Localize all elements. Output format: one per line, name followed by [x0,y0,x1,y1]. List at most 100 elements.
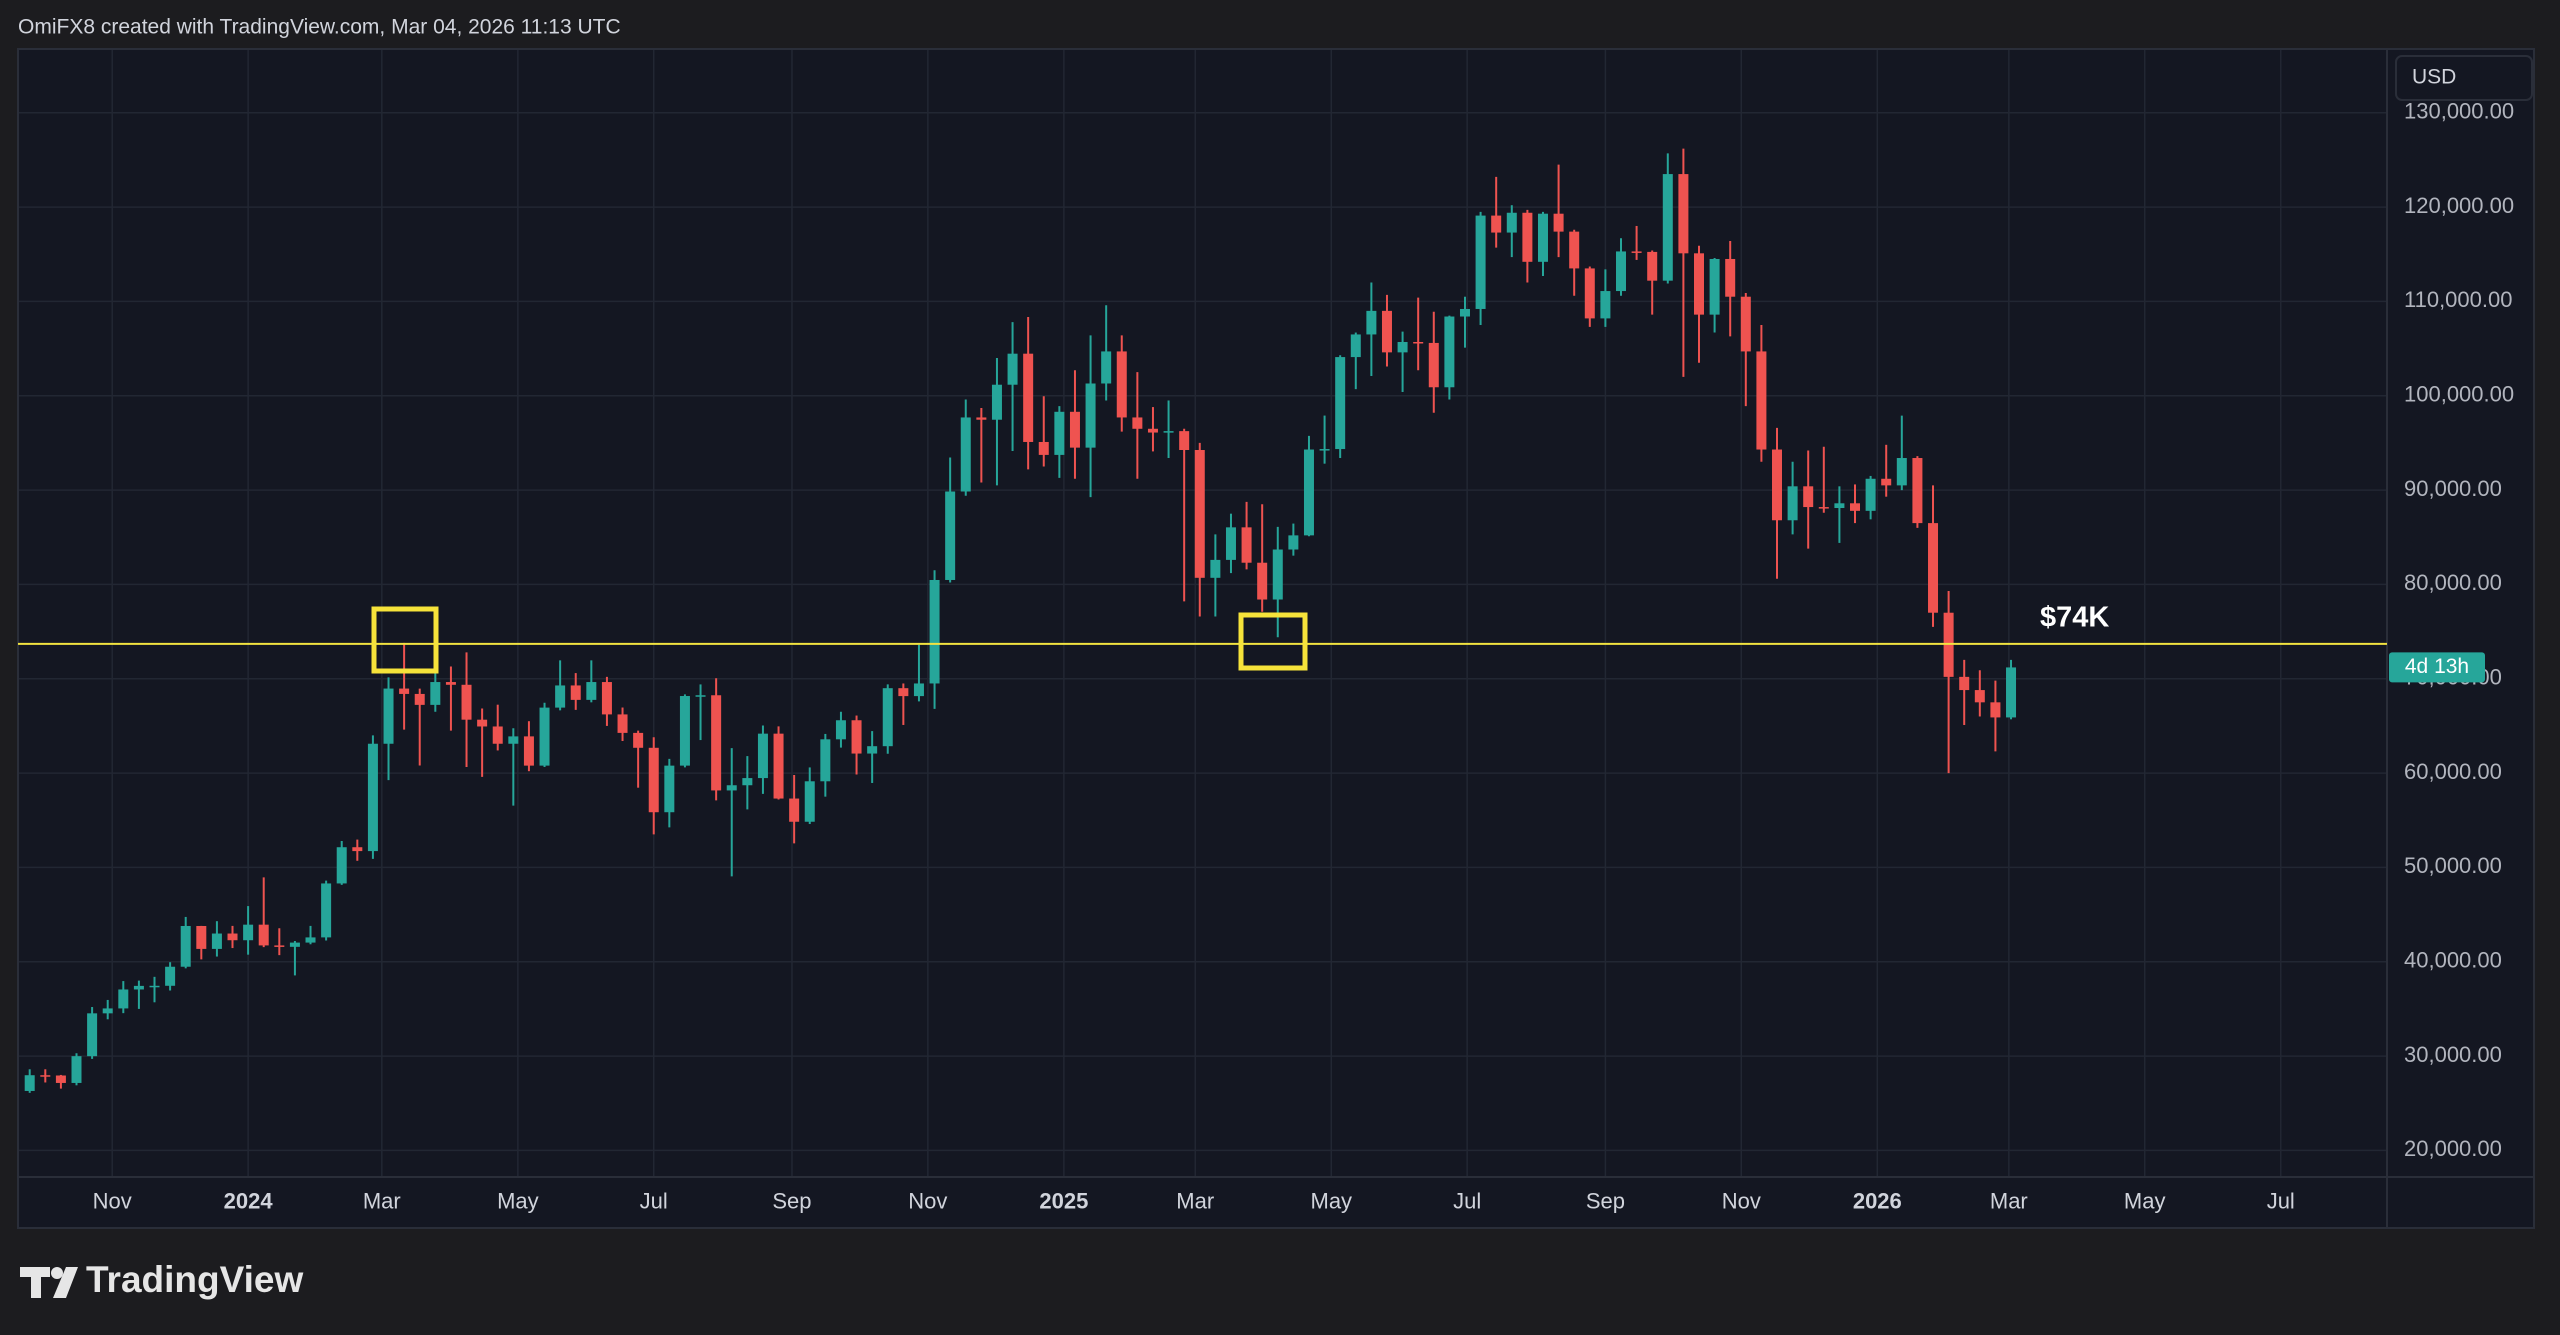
candle-body [461,684,472,720]
candle-body [570,685,581,700]
x-tick-label: 2026 [1853,1188,1902,1213]
y-tick-label: 50,000.00 [2404,853,2502,878]
x-tick-label: Mar [1176,1188,1214,1213]
grid [18,49,2387,1177]
candle-body [1054,411,1065,455]
candle-body [24,1075,35,1091]
candle-body [1959,676,1970,691]
candle-body [289,942,300,947]
candle-body [976,417,987,420]
candle-body [1709,258,1720,315]
candle-body [1444,316,1455,388]
candle-body [1896,458,1907,486]
overlay: $74K 4d 13h [18,602,2485,683]
candle-body [1475,215,1486,309]
candle-body [1834,503,1845,509]
candle-body [445,682,456,685]
candle-body [898,688,909,697]
candle-body [1600,291,1611,319]
candle-body [383,688,394,744]
candle-body [991,384,1002,420]
x-tick-label: May [2124,1188,2166,1213]
candle-body [913,683,924,697]
y-tick-label: 20,000.00 [2404,1136,2502,1161]
y-tick-label: 60,000.00 [2404,759,2502,784]
candle-body [321,883,332,938]
x-tick-label: Nov [93,1188,132,1213]
candle-body [1085,383,1096,448]
candle-body [523,736,534,766]
x-tick-label: May [497,1188,539,1213]
candle-body [960,417,971,492]
candle-body [1288,535,1299,550]
candle-body [1865,478,1876,511]
candle-body [695,695,706,697]
candle-body [1803,486,1814,508]
last-price-tag [2389,652,2485,683]
y-tick-label: 40,000.00 [2404,948,2502,973]
candle-body [1756,351,1767,450]
candle-body [555,685,566,708]
header: OmiFX8 created with TradingView.com, Mar… [18,16,621,39]
candle-body [1553,213,1564,232]
candle-body [1881,478,1892,486]
x-tick-label: Mar [1990,1188,2028,1213]
candle-body [305,937,316,943]
candle-body [1007,353,1018,385]
candle-body [1132,417,1143,429]
countdown-label: 4d 13h [2405,655,2469,678]
candle-body [773,733,784,799]
candle-body [1615,251,1626,292]
candle-body [274,945,285,947]
candle-body [1491,215,1502,233]
candle-body [711,695,722,791]
y-tick-label: 100,000.00 [2404,382,2514,407]
logo-part [31,1267,41,1298]
candle-body [539,707,550,766]
candle-body [165,966,176,986]
candle-body [726,785,737,791]
candle-body [1210,559,1221,578]
candle-body [1662,174,1673,281]
candle-body [1990,702,2001,718]
candle-body [1350,334,1361,358]
candle-body [1850,503,1861,511]
x-tick-label: Mar [363,1188,401,1213]
candle-body [1584,268,1595,319]
candle-body [1912,458,1923,524]
candle-body [929,579,940,684]
candle-body [1101,351,1112,384]
candle-body [1772,449,1783,521]
y-tick-label: 120,000.00 [2404,193,2514,218]
highlight-box [371,606,439,674]
candle-body [1303,449,1314,536]
candle-body [617,714,628,733]
candle-body [196,925,207,949]
y-tick-label: 80,000.00 [2404,570,2502,595]
candle-body [1974,690,1985,703]
x-tick-label: 2024 [224,1188,274,1213]
candle-body [133,985,144,990]
x-tick-label: Sep [772,1188,811,1213]
candle-body [1319,449,1330,451]
candle-body [1693,253,1704,315]
candle-body [477,719,488,727]
level-label: $74K [2040,602,2109,634]
currency-button[interactable] [2395,55,2533,101]
chart-area [18,49,2534,1228]
currency-label: USD [2412,66,2456,89]
candle-body [882,688,893,747]
candle-body [1116,351,1127,418]
x-tick-label: Sep [1586,1188,1625,1213]
candle-body [1818,507,1829,509]
candle-body [1257,562,1268,600]
candle-body [1397,341,1408,353]
x-tick-label: Jul [640,1188,668,1213]
candle-body [1194,449,1205,578]
candle-body [508,736,519,744]
candle-body [1506,212,1517,233]
candle-body [820,739,831,782]
x-tick-label: Jul [1453,1188,1481,1213]
candle-body [227,933,238,941]
